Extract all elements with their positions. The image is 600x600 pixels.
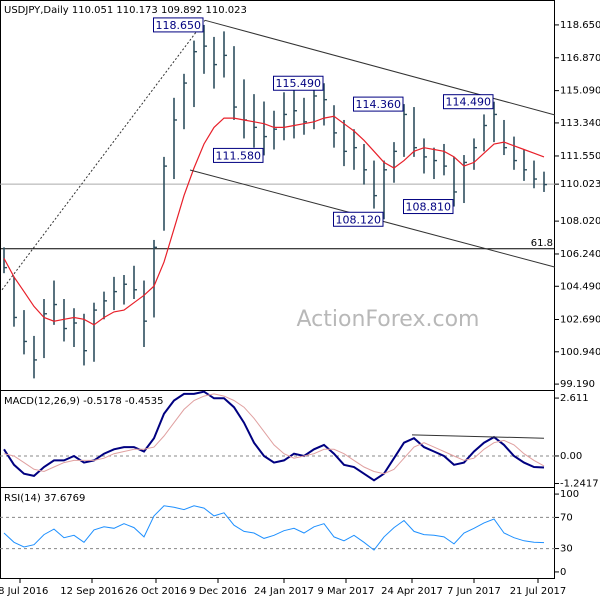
trendline bbox=[411, 434, 545, 439]
x-tick-label: 7 Jun 2017 bbox=[447, 586, 501, 597]
y-tick-label: 111.550 bbox=[560, 151, 600, 162]
y-tick-label: 110.023 bbox=[560, 179, 600, 190]
annotation-label: 111.580 bbox=[216, 149, 262, 162]
annotation-label: 108.120 bbox=[336, 213, 382, 226]
panel-title: MACD(12,26,9) -0.5178 -0.4535 bbox=[4, 396, 164, 407]
y-tick-label: 102.690 bbox=[560, 314, 600, 325]
annotation-label: 108.810 bbox=[406, 201, 452, 214]
trendline bbox=[1, 19, 206, 291]
y-tick-label: 30 bbox=[560, 544, 573, 555]
y-tick-label: 2.611 bbox=[560, 393, 589, 404]
y-tick-label: 115.090 bbox=[560, 86, 600, 97]
y-tick-label: 70 bbox=[560, 512, 573, 523]
x-tick-label: 12 Sep 2016 bbox=[60, 586, 123, 597]
y-tick-label: 0 bbox=[560, 567, 566, 578]
y-tick-label: 99.190 bbox=[560, 379, 595, 390]
y-tick-label: 104.490 bbox=[560, 281, 600, 292]
annotation-box bbox=[213, 147, 264, 163]
fib-label: 61.8 bbox=[531, 238, 553, 249]
y-tick-label: -1.2417 bbox=[560, 478, 599, 489]
trendline bbox=[204, 19, 556, 116]
y-tick-label: 106.240 bbox=[560, 249, 600, 260]
annotation-label: 118.650 bbox=[156, 19, 202, 32]
y-tick-label: 113.340 bbox=[560, 118, 600, 129]
annotation-label: 114.360 bbox=[356, 98, 402, 111]
x-tick-label: 24 Apr 2017 bbox=[381, 586, 443, 597]
annotation-label: 115.490 bbox=[276, 77, 322, 90]
y-tick-label: 100 bbox=[560, 489, 579, 500]
x-tick-label: 24 Jan 2017 bbox=[254, 586, 314, 597]
watermark: ActionForex.com bbox=[297, 307, 480, 332]
x-tick-label: 9 Mar 2017 bbox=[317, 586, 374, 597]
x-tick-label: 21 Jul 2017 bbox=[510, 586, 567, 597]
panel-title: RSI(14) 37.6769 bbox=[4, 493, 85, 504]
y-tick-label: 118.650 bbox=[560, 20, 600, 31]
x-tick-label: 26 Oct 2016 bbox=[125, 586, 187, 597]
annotation-box bbox=[443, 94, 494, 110]
annotation-box bbox=[333, 211, 384, 227]
annotation-box bbox=[153, 17, 204, 33]
annotation-box bbox=[353, 96, 404, 112]
y-tick-label: 0.00 bbox=[560, 451, 582, 462]
annotation-box bbox=[403, 199, 454, 215]
y-tick-label: 116.870 bbox=[560, 53, 600, 64]
moving-average bbox=[3, 115, 545, 326]
indicator-line bbox=[3, 505, 545, 551]
y-tick-label: 108.020 bbox=[560, 216, 600, 227]
x-tick-label: 9 Dec 2016 bbox=[189, 586, 247, 597]
x-tick-label: 28 Jul 2016 bbox=[0, 586, 48, 597]
panel-title: USDJPY,Daily 110.051 110.173 109.892 110… bbox=[4, 5, 247, 16]
indicator-line bbox=[3, 393, 545, 475]
annotation-box bbox=[273, 75, 324, 91]
y-tick-label: 100.940 bbox=[560, 347, 600, 358]
annotation-label: 114.490 bbox=[446, 96, 492, 109]
